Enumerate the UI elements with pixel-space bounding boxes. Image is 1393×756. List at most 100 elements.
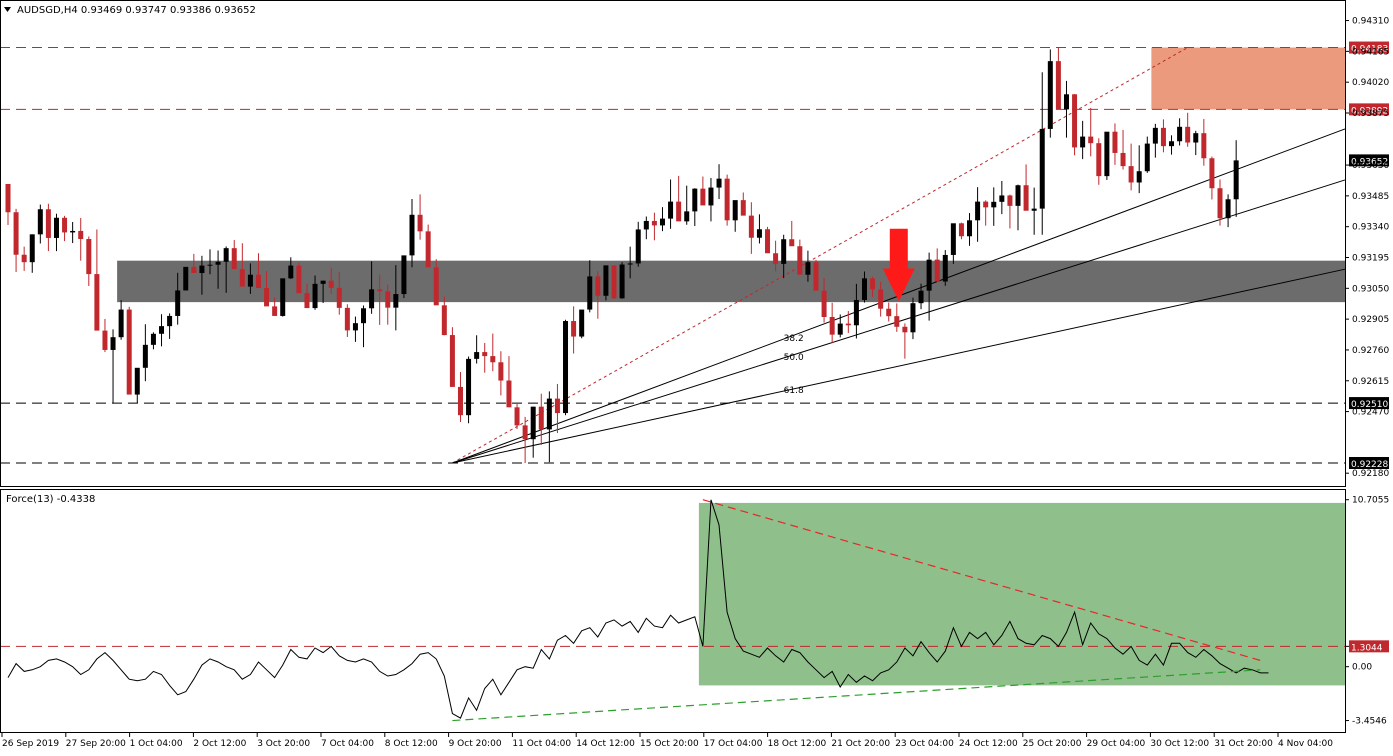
y-tick-label: 0.92180 (1352, 469, 1389, 479)
candle-body (1193, 133, 1199, 143)
candle-body (1233, 160, 1239, 200)
candle-body (1209, 158, 1215, 189)
candle-body (175, 290, 181, 316)
candle-body (167, 315, 173, 327)
candle-body (215, 261, 221, 265)
candle-body (732, 200, 738, 221)
main-panel-frame (0, 0, 1346, 487)
level-price-tag-0.92228 (1349, 456, 1389, 469)
x-tick-label: 29 Oct 04:00 (1087, 739, 1146, 749)
candle-body (1201, 133, 1207, 159)
force-y-tick-label: 0.00 (1352, 663, 1372, 673)
candle-body (983, 201, 989, 208)
candle-body (1128, 166, 1134, 183)
x-tick-label: 4 Nov 04:00 (1278, 739, 1333, 749)
candle-body (280, 278, 286, 316)
candle-body (853, 300, 859, 326)
down-arrow-icon (882, 228, 915, 302)
candle-body (1185, 126, 1191, 143)
candle-body (934, 259, 940, 282)
candle-body (918, 290, 924, 304)
candle-body (781, 239, 787, 264)
candle-body (724, 178, 730, 221)
candle-body (29, 234, 35, 263)
y-tick-label: 0.93630 (1352, 161, 1389, 171)
x-tick-label: 18 Oct 12:00 (768, 739, 827, 749)
candle-body (449, 335, 455, 387)
candle-body (401, 255, 407, 295)
candle-body (563, 321, 569, 414)
candle-body (53, 217, 59, 238)
candle-body (522, 425, 528, 440)
candle-body (199, 265, 205, 274)
candle-body (118, 309, 124, 338)
candle-body (183, 266, 189, 291)
fan-trend-dotted-line (452, 47, 1188, 464)
x-tick-label: 24 Oct 12:00 (959, 739, 1018, 749)
candle-body (86, 239, 92, 275)
x-tick-label: 14 Oct 12:00 (576, 739, 635, 749)
candle-body (958, 223, 964, 237)
x-tick-label: 31 Oct 20:00 (1214, 739, 1273, 749)
candle-body (789, 239, 795, 247)
y-tick-label: 0.93050 (1352, 284, 1389, 294)
candle-body (514, 407, 520, 426)
candle-body (239, 269, 245, 287)
candle-body (393, 294, 399, 308)
candle-body (126, 309, 132, 395)
candle-body (1104, 131, 1110, 177)
candle-body (296, 265, 302, 294)
candle-body (1152, 127, 1158, 144)
candle-body (643, 220, 649, 230)
x-tick-label: 25 Oct 20:00 (1023, 739, 1082, 749)
x-tick-label: 8 Oct 12:00 (385, 739, 438, 749)
candle-body (554, 398, 560, 414)
candle-body (829, 317, 835, 335)
candle-body (845, 323, 851, 326)
candle-body (756, 229, 762, 238)
candle-body (328, 280, 334, 288)
candle-body (134, 367, 140, 395)
y-tick-label: 0.92905 (1352, 315, 1389, 325)
level-price-label: 0.93892 (1351, 106, 1388, 116)
candle-body (603, 265, 609, 296)
candle-body (619, 264, 625, 299)
current-price-label: 0.93652 (1351, 157, 1388, 167)
candle-body (409, 214, 415, 256)
x-tick-label: 26 Sep 2019 (2, 739, 59, 749)
force-index-line (7, 499, 1269, 719)
force-panel-header: Force(13) -0.4338 (6, 494, 95, 505)
x-tick-label: 21 Oct 20:00 (831, 739, 890, 749)
candle-body (1177, 126, 1183, 142)
candle-body (1007, 195, 1013, 206)
candle-body (587, 276, 593, 310)
candle-body (191, 266, 197, 274)
candle-body (264, 288, 270, 307)
level-price-tag-0.93892 (1349, 103, 1389, 116)
candle-body (692, 188, 698, 212)
level-price-label: 0.92510 (1351, 400, 1388, 410)
candle-body (611, 265, 617, 299)
candle-body (668, 201, 674, 219)
candle-body (659, 218, 665, 226)
main-panel-header: AUDSGD,H4 0.93469 0.93747 0.93386 0.9365… (17, 5, 256, 16)
x-tick-label: 7 Oct 04:00 (321, 739, 374, 749)
y-tick-label: 0.94310 (1352, 17, 1389, 27)
candle-body (870, 278, 876, 290)
candle-body (150, 333, 156, 345)
panel-collapse-triangle-icon[interactable] (4, 7, 11, 12)
candle-body (466, 358, 472, 416)
y-tick-label: 0.92470 (1352, 408, 1389, 418)
x-tick-label: 3 Oct 20:00 (257, 739, 310, 749)
candle-body (991, 201, 997, 208)
candle-body (861, 278, 867, 301)
resistance-zone (1151, 47, 1345, 110)
fan-line-61.8 (452, 268, 1346, 464)
candle-body (425, 231, 431, 268)
candle-body (304, 293, 310, 309)
candle-body (805, 262, 811, 275)
candle-body (1031, 208, 1037, 211)
candle-body (1136, 171, 1142, 183)
candle-body (1072, 94, 1078, 148)
